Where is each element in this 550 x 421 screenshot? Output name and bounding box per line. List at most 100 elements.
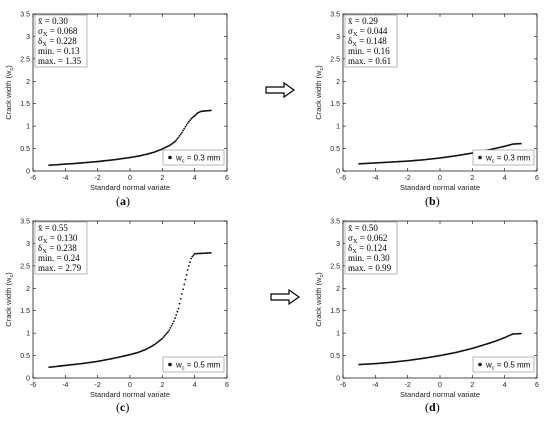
data-point: [186, 269, 189, 271]
y-tick-label: 3.5: [20, 219, 30, 226]
y-tick-label: 2.5: [330, 263, 340, 270]
x-tick-label: -6: [340, 382, 346, 389]
panel-caption: (a): [116, 194, 130, 208]
stats-line: min. = 0.24: [38, 253, 80, 263]
data-point: [175, 139, 178, 142]
x-tick-label: -2: [405, 382, 411, 389]
y-tick-label: 2.5: [20, 56, 30, 63]
data-point: [519, 142, 522, 145]
x-tick-label: 2: [160, 175, 164, 182]
y-tick-label: 1: [336, 331, 340, 338]
data-point: [174, 317, 176, 319]
data-point: [175, 313, 178, 316]
x-tick-label: 4: [193, 175, 197, 182]
data-point: [193, 114, 196, 117]
y-tick-label: 1: [26, 124, 30, 131]
data-point: [190, 257, 193, 260]
stats-box: [34, 221, 88, 275]
data-point: [183, 127, 186, 130]
x-tick-label: 6: [225, 382, 229, 389]
y-axis-label: Crack width (wc): [314, 65, 325, 120]
x-tick-label: -6: [30, 382, 36, 389]
panel-caption: (c): [116, 400, 130, 414]
y-tick-label: 0: [336, 376, 340, 383]
data-point: [171, 322, 174, 325]
x-axis-label: Standard normal variate: [400, 183, 480, 192]
stats-box: [344, 14, 398, 68]
y-tick-label: 2: [336, 286, 340, 293]
data-point: [187, 120, 190, 123]
data-point: [181, 293, 183, 295]
y-tick-label: 2: [26, 286, 30, 293]
data-point: [177, 307, 180, 310]
stats-line: min. = 0.30: [348, 253, 390, 263]
y-tick-label: 1.5: [20, 308, 30, 315]
data-point: [186, 122, 189, 125]
stats-box: [344, 221, 398, 275]
y-axis-label: Crack width (wc): [4, 65, 15, 120]
stats-line: σX = 0.062: [348, 233, 387, 245]
legend-box: [472, 356, 535, 373]
x-tick-label: 2: [160, 382, 164, 389]
panel-caption: (b): [425, 194, 440, 208]
data-point: [178, 134, 181, 137]
y-tick-label: 2.5: [20, 263, 30, 270]
x-tick-label: -2: [405, 175, 411, 182]
stats-line: δX = 0.124: [348, 243, 387, 255]
y-tick-label: 3: [26, 241, 30, 248]
data-series: [358, 142, 522, 165]
y-tick-label: 3.5: [330, 12, 340, 19]
y-tick-label: 1.5: [330, 101, 340, 108]
x-axis-label: Standard normal variate: [90, 390, 170, 399]
data-point: [163, 334, 166, 337]
y-tick-label: 1.5: [330, 308, 340, 315]
data-point: [182, 129, 185, 132]
stats-line: σX = 0.068: [38, 26, 78, 38]
data-point: [167, 330, 170, 333]
x-tick-label: 0: [438, 175, 442, 182]
chart-panel-a: -6 -4 -2 0 2 4 6 0 0.5 1 1.5 2 2.5 3 3.5 Standard norma…: [4, 12, 229, 193]
y-tick-label: 3: [26, 34, 30, 41]
stats-line: σX = 0.130: [38, 233, 78, 245]
data-point: [168, 329, 171, 331]
x-tick-label: 0: [128, 175, 132, 182]
x-tick-label: 6: [535, 175, 539, 182]
data-point: [182, 288, 185, 291]
x-tick-label: 4: [503, 382, 507, 389]
right-arrow-icon: [270, 288, 301, 310]
data-point: [177, 136, 180, 139]
y-tick-label: 0: [26, 376, 30, 383]
y-tick-label: 3.5: [20, 12, 30, 19]
x-tick-label: 4: [193, 382, 197, 389]
data-point: [184, 278, 187, 281]
legend-box: [162, 149, 225, 166]
data-point: [176, 310, 179, 313]
stats-line: x̄ = 0.29: [348, 16, 378, 26]
y-tick-label: 3: [336, 241, 340, 248]
x-tick-label: 6: [535, 382, 539, 389]
stats-line: min. = 0.16: [348, 46, 390, 56]
x-tick-label: 2: [470, 382, 474, 389]
x-tick-label: 0: [128, 382, 132, 389]
y-tick-label: 0.5: [330, 146, 340, 153]
data-point: [179, 133, 182, 136]
data-point: [191, 255, 194, 258]
data-point: [189, 119, 191, 122]
stats-line: max. = 0.61: [348, 56, 391, 66]
stats-line: max. = 2.79: [38, 263, 82, 273]
data-point: [172, 320, 175, 323]
x-tick-label: -4: [372, 382, 378, 389]
x-axis-label: Standard normal variate: [90, 183, 170, 192]
data-point: [190, 117, 193, 120]
data-point: [209, 109, 212, 112]
x-axis-label: Standard normal variate: [400, 390, 480, 399]
legend-marker: [478, 155, 482, 160]
data-point: [179, 297, 182, 300]
stats-line: δX = 0.238: [38, 243, 77, 255]
data-point: [176, 137, 179, 140]
y-tick-label: 3: [336, 34, 340, 41]
x-tick-label: 6: [225, 175, 229, 182]
stats-line: x̄ = 0.30: [38, 16, 68, 26]
y-tick-label: 1.5: [20, 101, 30, 108]
y-axis-label: Crack width (wc): [314, 272, 325, 327]
